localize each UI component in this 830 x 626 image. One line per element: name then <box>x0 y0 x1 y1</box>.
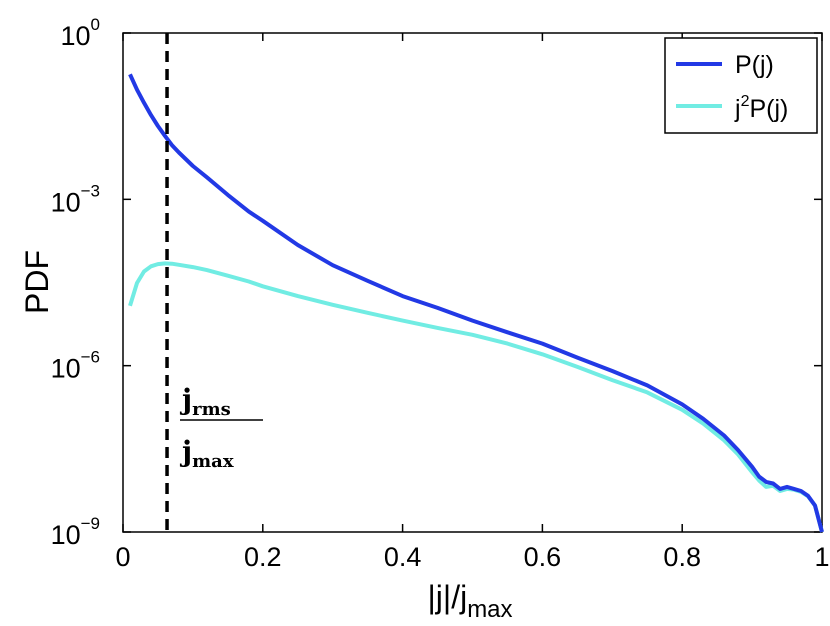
legend-label-p: P(j) <box>735 51 774 79</box>
annot-numerator-sub: rms <box>192 399 231 420</box>
x-axis-title-main: |j|/j <box>427 579 467 615</box>
y-tick-label-base-1: 10 <box>51 187 81 217</box>
y-tick-label-0: 100 <box>60 15 100 51</box>
legend-box <box>664 37 818 134</box>
svg-text:jrms: jrms <box>179 383 231 420</box>
x-tick-label-3: 0.6 <box>524 542 562 572</box>
legend-label-j2p-rest: P(j) <box>749 95 788 123</box>
x-tick-label-4: 0.8 <box>663 542 701 572</box>
x-axis-title-sub: max <box>467 596 512 623</box>
legend: P(j) j2P(j) <box>664 37 818 134</box>
legend-label-j2p-sup: 2 <box>741 93 750 110</box>
y-tick-label-base-0: 10 <box>60 21 90 51</box>
x-axis-title: |j|/jmax <box>427 579 512 623</box>
series-layer <box>128 73 824 533</box>
x-tick-label-5: 1 <box>814 542 829 572</box>
annot-denominator-sub: max <box>192 451 234 472</box>
series-line-0 <box>128 73 824 533</box>
jrms-over-jmax-annotation: jrms jmax <box>179 383 263 472</box>
y-tick-label-exp-1: −3 <box>81 181 100 200</box>
y-axis-title: PDF <box>19 250 55 314</box>
legend-label-j2p-main: j <box>734 95 741 123</box>
svg-text:jmax: jmax <box>179 435 234 472</box>
x-tick-label-2: 0.4 <box>384 542 422 572</box>
annot-numerator: j <box>179 383 192 416</box>
y-tick-label-3: 10−9 <box>51 514 100 550</box>
y-tick-label-base-3: 10 <box>51 520 81 550</box>
y-tick-label-exp-3: −9 <box>81 514 100 533</box>
legend-label-j2p: j2P(j) <box>734 93 788 123</box>
y-tick-label-base-2: 10 <box>51 354 81 384</box>
y-tick-label-exp-2: −6 <box>81 348 100 367</box>
y-tick-label-2: 10−6 <box>51 348 100 384</box>
annot-denominator: j <box>179 435 192 468</box>
y-tick-label-1: 10−3 <box>51 181 100 217</box>
x-tick-label-1: 0.2 <box>244 542 282 572</box>
x-tick-label-0: 0 <box>115 542 130 572</box>
y-tick-label-exp-0: 0 <box>91 15 100 34</box>
